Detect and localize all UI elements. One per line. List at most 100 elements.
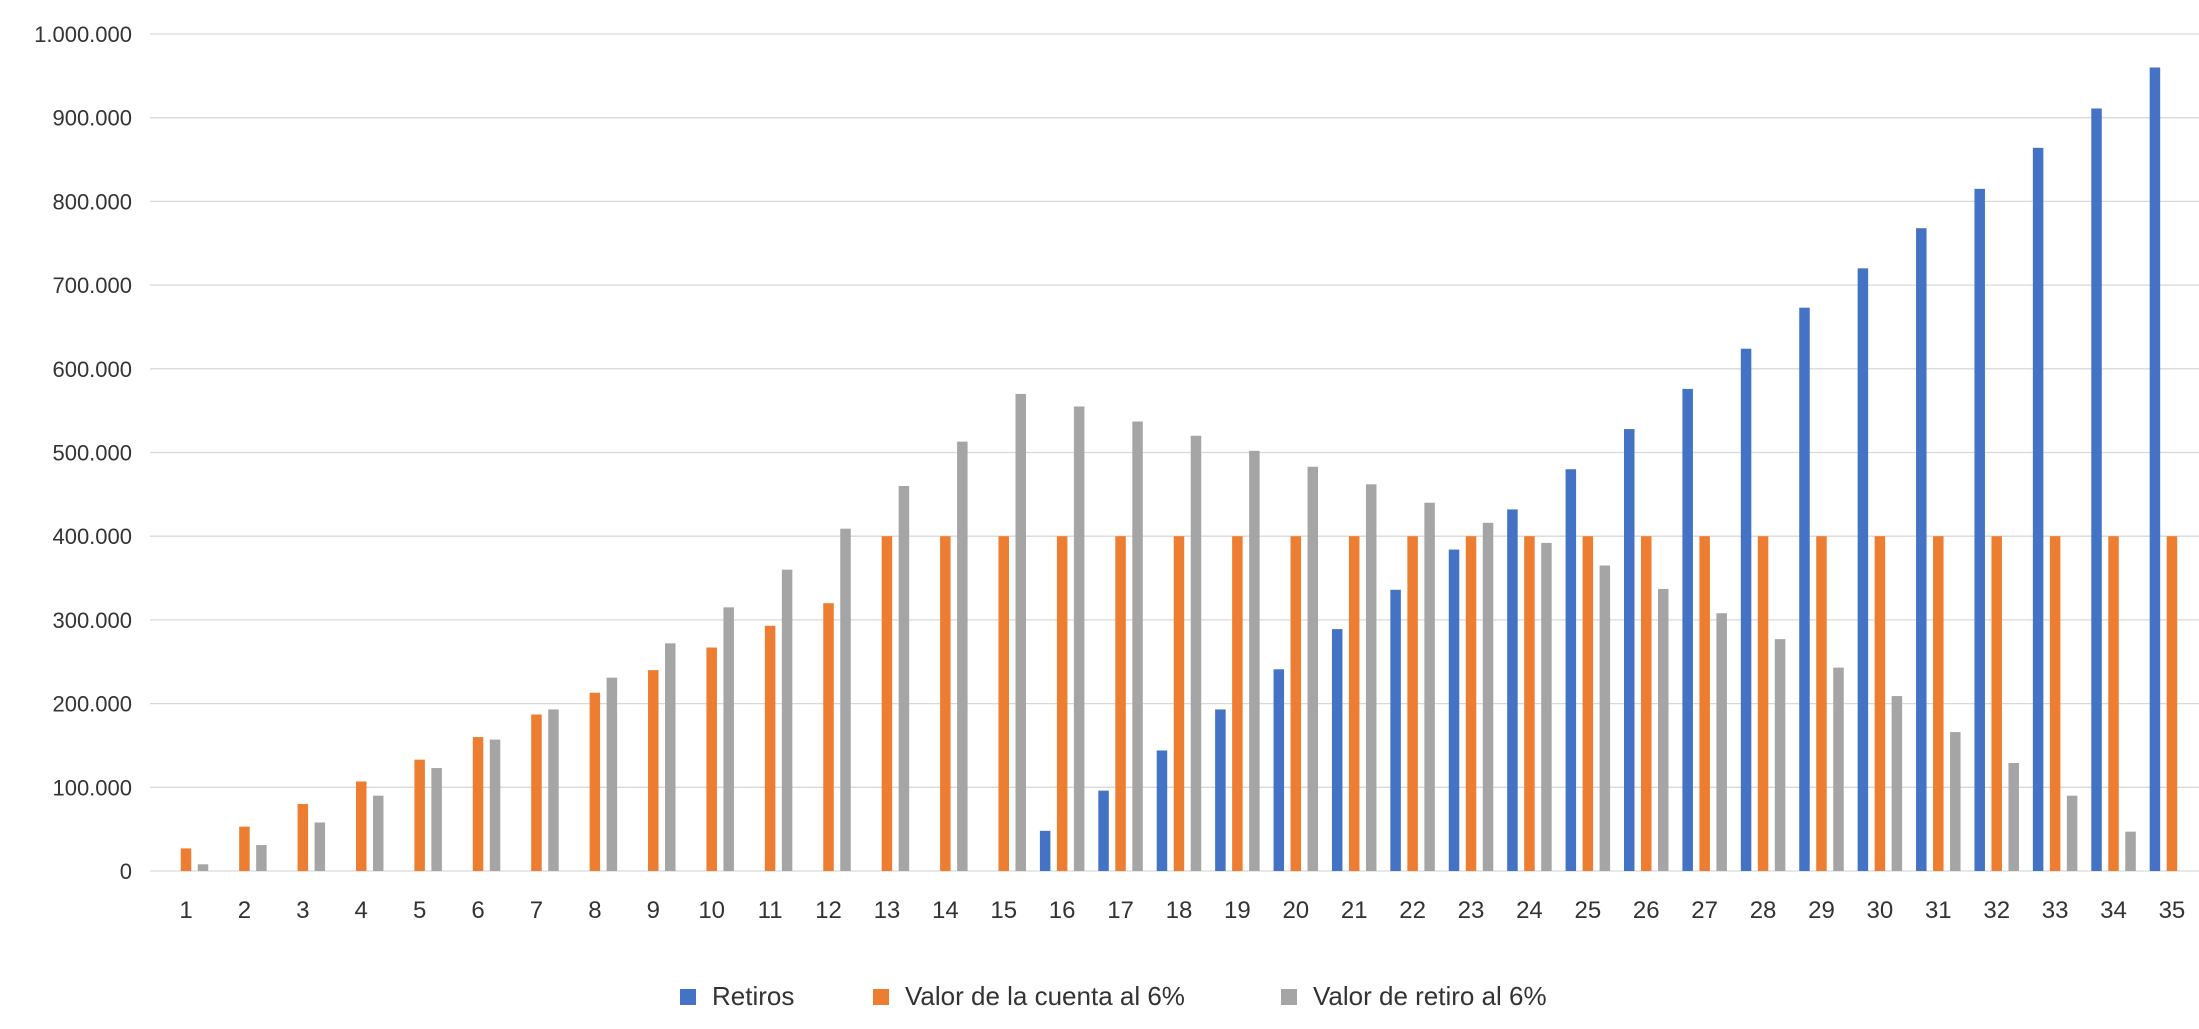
bar-valor-retiro-33: [2066, 795, 2078, 871]
bar-retiros-31: [1916, 228, 1927, 871]
y-tick-label: 100.000: [52, 775, 132, 800]
bar-valor-cuenta-34: [2108, 536, 2119, 871]
bar-retiros-24: [1507, 509, 1518, 871]
bar-valor-retiro-12: [840, 528, 851, 871]
y-tick-label: 800.000: [52, 189, 132, 214]
bar-valor-retiro-25: [1599, 565, 1611, 871]
bar-valor-retiro-24: [1541, 542, 1552, 871]
x-tick-label: 11: [758, 897, 783, 924]
x-tick-label: 20: [1282, 897, 1309, 924]
legend-swatch: [1281, 989, 1297, 1005]
bar-valor-retiro-11: [781, 569, 793, 871]
bar-valor-cuenta-30: [1874, 536, 1886, 871]
x-tick-label: 29: [1808, 897, 1835, 924]
bar-valor-retiro-15: [1015, 393, 1026, 871]
bar-valor-cuenta-12: [823, 603, 834, 871]
y-tick-label: 700.000: [52, 273, 132, 298]
legend-label: Valor de la cuenta al 6%: [905, 981, 1185, 1011]
x-tick-label: 7: [530, 897, 543, 924]
bar-valor-cuenta-31: [1933, 536, 1944, 871]
y-tick-label: 1.000.000: [34, 22, 132, 47]
y-tick-label: 400.000: [52, 524, 132, 549]
bar-valor-retiro-10: [723, 607, 734, 871]
bar-valor-retiro-23: [1482, 522, 1494, 871]
legend-swatch: [680, 989, 696, 1005]
y-tick-label: 0: [120, 859, 132, 884]
bar-valor-cuenta-21: [1348, 536, 1360, 871]
x-tick-label: 12: [815, 897, 842, 924]
bar-valor-cuenta-6: [472, 737, 484, 871]
bar-valor-cuenta-35: [2166, 536, 2178, 871]
x-tick-label: 15: [990, 897, 1017, 924]
bar-retiros-16: [1039, 830, 1051, 871]
x-tick-label: 23: [1458, 897, 1485, 924]
bar-valor-cuenta-24: [1524, 536, 1535, 871]
bar-valor-retiro-4: [372, 795, 384, 871]
bar-valor-retiro-22: [1424, 502, 1435, 871]
bar-valor-cuenta-10: [706, 647, 717, 871]
legend-label: Valor de retiro al 6%: [1313, 981, 1547, 1011]
bar-valor-retiro-29: [1833, 667, 1844, 871]
bar-valor-cuenta-3: [297, 804, 309, 871]
bar-valor-retiro-14: [957, 441, 968, 871]
x-tick-label: 4: [355, 897, 368, 924]
bar-valor-cuenta-29: [1816, 536, 1827, 871]
bar-retiros-20: [1273, 669, 1285, 871]
bar-valor-retiro-26: [1658, 588, 1669, 871]
bar-valor-cuenta-1: [180, 848, 192, 871]
x-tick-label: 30: [1867, 897, 1894, 924]
bar-valor-cuenta-14: [940, 536, 951, 871]
x-tick-label: 5: [413, 897, 426, 924]
bar-valor-retiro-6: [489, 739, 501, 871]
y-tick-label: 900.000: [52, 106, 132, 131]
x-tick-label: 6: [471, 897, 484, 924]
x-tick-label: 10: [698, 897, 725, 924]
x-tick-label: 14: [932, 897, 959, 924]
y-tick-label: 200.000: [52, 692, 132, 717]
x-tick-label: 21: [1341, 897, 1368, 924]
bar-retiros-26: [1624, 429, 1635, 871]
bar-valor-retiro-2: [256, 845, 267, 871]
bar-valor-cuenta-32: [1991, 536, 2002, 871]
bar-valor-cuenta-9: [648, 670, 659, 871]
bar-valor-retiro-28: [1774, 639, 1786, 871]
bar-retiros-17: [1098, 790, 1109, 871]
bar-valor-cuenta-18: [1173, 536, 1185, 871]
x-tick-label: 34: [2100, 897, 2127, 924]
bar-valor-cuenta-20: [1290, 536, 1302, 871]
x-tick-label: 28: [1750, 897, 1777, 924]
bar-valor-retiro-19: [1249, 450, 1260, 871]
bar-valor-retiro-3: [314, 822, 326, 871]
x-tick-label: 27: [1691, 897, 1718, 924]
bar-valor-cuenta-11: [764, 625, 776, 871]
bar-retiros-21: [1331, 629, 1343, 871]
x-tick-label: 25: [1574, 897, 1601, 924]
bar-valor-cuenta-17: [1115, 536, 1126, 871]
bar-valor-cuenta-28: [1757, 536, 1769, 871]
y-tick-label: 600.000: [52, 357, 132, 382]
bar-retiros-27: [1682, 388, 1693, 871]
bar-valor-cuenta-2: [239, 826, 250, 871]
x-tick-label: 26: [1633, 897, 1660, 924]
bar-retiros-25: [1565, 469, 1577, 871]
bar-valor-cuenta-33: [2049, 536, 2061, 871]
y-tick-label: 500.000: [52, 441, 132, 466]
x-tick-label: 16: [1049, 897, 1076, 924]
x-tick-label: 17: [1107, 897, 1134, 924]
bar-retiros-33: [2032, 147, 2044, 871]
bar-valor-retiro-34: [2125, 831, 2136, 871]
bar-valor-cuenta-7: [531, 714, 542, 871]
x-tick-label: 19: [1224, 897, 1251, 924]
x-tick-label: 9: [647, 897, 660, 924]
bar-valor-retiro-20: [1307, 466, 1319, 871]
x-tick-label: 32: [1983, 897, 2010, 924]
bar-valor-retiro-31: [1950, 732, 1961, 871]
bar-valor-cuenta-5: [414, 759, 425, 871]
bar-valor-retiro-17: [1132, 421, 1143, 871]
bar-valor-retiro-5: [431, 768, 442, 871]
x-tick-label: 35: [2159, 897, 2186, 924]
x-tick-label: 33: [2042, 897, 2069, 924]
bar-valor-cuenta-26: [1641, 536, 1652, 871]
